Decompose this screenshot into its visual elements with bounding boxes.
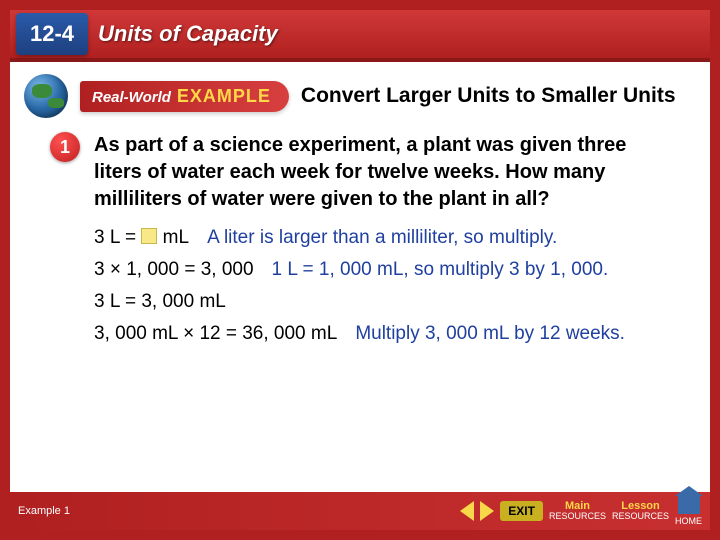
exit-button[interactable]: EXIT xyxy=(500,501,543,521)
globe-icon xyxy=(24,74,68,118)
explanation-text: A liter is larger than a milliliter, so … xyxy=(207,227,557,249)
real-world-example-tag: Real-World EXAMPLE xyxy=(80,81,289,112)
tag-prefix: Real-World xyxy=(92,89,171,106)
work-step: 3, 000 mL × 12 = 36, 000 mL Multiply 3, 0… xyxy=(94,323,670,345)
explanation-text: 1 L = 1, 000 mL, so multiply 3 by 1, 000… xyxy=(272,259,609,281)
explanation-text: Multiply 3, 000 mL by 12 weeks. xyxy=(355,323,625,345)
bottom-nav-bar: Example 1 EXIT Main RESOURCES Lesson RES… xyxy=(10,492,710,530)
math-expression: 3, 000 mL × 12 = 36, 000 mL xyxy=(94,323,337,345)
section-title: Convert Larger Units to Smaller Units xyxy=(301,83,676,108)
resources-label-2: RESOURCES xyxy=(612,511,669,521)
problem-text: As part of a science experiment, a plant… xyxy=(94,132,670,213)
lesson-resources-button[interactable]: Lesson RESOURCES xyxy=(612,501,669,521)
header-bar: 12-4 Units of Capacity xyxy=(10,10,710,62)
tag-word: EXAMPLE xyxy=(177,86,271,107)
main-resources-button[interactable]: Main RESOURCES xyxy=(549,501,606,521)
slide-frame: 12-4 Units of Capacity Real-World EXAMPL… xyxy=(0,0,720,540)
problem-number-circle: 1 xyxy=(50,132,80,162)
bottom-label: Example 1 xyxy=(18,505,70,517)
nav-area: EXIT Main RESOURCES Lesson RESOURCES HOM… xyxy=(460,496,702,526)
resources-label: RESOURCES xyxy=(549,511,606,521)
lesson-number-badge: 12-4 xyxy=(16,13,88,55)
example-heading-row: Real-World EXAMPLE Convert Larger Units … xyxy=(24,74,710,118)
problem-row: 1 As part of a science experiment, a pla… xyxy=(50,132,670,213)
math-expression: 3 L = mL xyxy=(94,227,189,249)
blank-box-icon xyxy=(141,228,157,244)
content-area: 1 As part of a science experiment, a pla… xyxy=(10,118,710,345)
header-title: Units of Capacity xyxy=(98,21,278,47)
math-expression: 3 × 1, 000 = 3, 000 xyxy=(94,259,254,281)
work-step: 3 L = mL A liter is larger than a millili… xyxy=(94,227,670,249)
prev-arrow-icon[interactable] xyxy=(460,501,474,521)
next-arrow-icon[interactable] xyxy=(480,501,494,521)
home-label: HOME xyxy=(675,516,702,526)
home-icon xyxy=(678,496,700,514)
work-step: 3 × 1, 000 = 3, 000 1 L = 1, 000 mL, so m… xyxy=(94,259,670,281)
home-button[interactable]: HOME xyxy=(675,496,702,526)
work-step: 3 L = 3, 000 mL xyxy=(94,291,670,313)
math-expression: 3 L = 3, 000 mL xyxy=(94,291,226,313)
